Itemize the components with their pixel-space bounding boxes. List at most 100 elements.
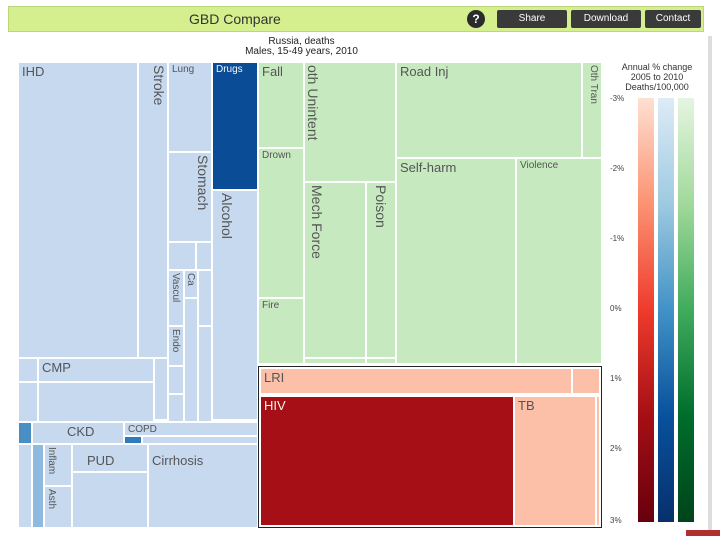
cell-label: Lung — [172, 64, 195, 75]
cell-vascular[interactable]: Vascul — [168, 270, 184, 326]
cell-label: LRI — [264, 370, 285, 385]
cell-copd[interactable]: COPD — [124, 422, 258, 436]
cell-label: Inflam — [46, 447, 57, 475]
legend-bar-green — [678, 98, 694, 522]
cell-poison[interactable]: Poison — [366, 182, 396, 358]
subtitle-demographic: Males, 15-49 years, 2010 — [245, 46, 358, 57]
slide-corner-decoration — [686, 530, 720, 536]
legend-title-line3: Deaths/100,000 — [625, 82, 689, 92]
cell-small[interactable] — [142, 436, 258, 444]
cell-label: Oth Tran — [588, 65, 599, 104]
cell-label: Asth — [46, 489, 57, 510]
cell-label: CMP — [42, 360, 71, 375]
cell-small[interactable] — [366, 358, 396, 364]
top-toolbar: GBD Compare ? Share Download Contact — [8, 6, 704, 32]
cell-drugs[interactable]: Drugs — [212, 62, 258, 190]
cell-label: Vascul — [170, 273, 181, 303]
cell-small[interactable] — [196, 242, 212, 270]
cell-small[interactable] — [168, 394, 184, 422]
cell-label: PUD — [87, 453, 115, 468]
cell-ckd[interactable]: CKD — [32, 422, 124, 444]
app-title: GBD Compare — [189, 11, 281, 27]
contact-button[interactable]: Contact — [645, 10, 701, 28]
cell-road-injury[interactable]: Road Inj — [396, 62, 582, 158]
cell-label: Stroke — [151, 65, 167, 106]
legend-title-line2: 2005 to 2010 — [630, 72, 684, 82]
cell-cirrhosis[interactable]: Cirrhosis — [148, 444, 258, 528]
cell-small[interactable] — [168, 366, 184, 394]
cell-inflammatory[interactable]: Inflam — [44, 444, 72, 486]
cell-small[interactable] — [304, 358, 366, 364]
cell-label: oth Unintent — [305, 65, 321, 141]
cell-small[interactable] — [596, 396, 600, 526]
cell-small[interactable] — [572, 368, 600, 394]
cell-small[interactable] — [124, 436, 142, 444]
cell-small[interactable] — [18, 358, 38, 382]
cell-small[interactable] — [38, 382, 154, 422]
cell-stomach[interactable]: Stomach — [168, 152, 212, 242]
cell-small[interactable] — [198, 270, 212, 326]
share-button[interactable]: Share — [497, 10, 567, 28]
cell-stroke[interactable]: Stroke — [138, 62, 168, 358]
cell-label: Road Inj — [400, 64, 449, 79]
legend-tick: 0% — [610, 304, 622, 313]
communicable-group — [258, 366, 602, 528]
cell-endocrine[interactable]: Endo — [168, 326, 184, 366]
cell-alcohol[interactable]: Alcohol — [212, 190, 258, 420]
cell-label: CKD — [67, 424, 95, 439]
cell-mech-force[interactable]: Mech Force — [304, 182, 366, 358]
cell-lri[interactable]: LRI — [260, 368, 572, 394]
cell-violence[interactable]: Violence — [516, 158, 602, 364]
legend-tick: 3% — [610, 516, 622, 525]
cell-ihd[interactable]: IHD — [18, 62, 138, 358]
help-button[interactable]: ? — [467, 10, 485, 28]
cell-asthma[interactable]: Asth — [44, 486, 72, 528]
legend-bar-red — [638, 98, 654, 522]
cell-small[interactable] — [32, 444, 44, 528]
cell-label: Cirrhosis — [152, 453, 204, 468]
cell-small[interactable] — [18, 444, 32, 528]
cell-hiv[interactable]: HIV — [260, 396, 514, 526]
cell-cmp[interactable]: CMP — [38, 358, 154, 382]
cell-label: TB — [518, 398, 535, 413]
cell-small[interactable] — [18, 422, 32, 444]
cell-small[interactable] — [198, 326, 212, 422]
subtitle-location: Russia, deaths — [268, 36, 335, 47]
cell-label: Fire — [262, 300, 280, 311]
cell-lung[interactable]: Lung — [168, 62, 212, 152]
treemap: IHD Stroke Lung Drugs Stomach Alcohol Va… — [18, 62, 604, 528]
cell-label: Self-harm — [400, 160, 457, 175]
cell-label: HIV — [264, 398, 286, 413]
legend-tick: 1% — [610, 374, 622, 383]
cell-label: Stomach — [195, 155, 211, 211]
cell-label: Ca — [185, 273, 196, 286]
cell-tb[interactable]: TB — [514, 396, 596, 526]
cell-label: Mech Force — [309, 185, 325, 259]
cell-fire[interactable]: Fire — [258, 298, 304, 364]
cell-small[interactable] — [18, 382, 38, 422]
download-button[interactable]: Download — [571, 10, 641, 28]
cell-fall[interactable]: Fall — [258, 62, 304, 148]
cell-small[interactable] — [154, 358, 168, 420]
legend-tick: 2% — [610, 444, 622, 453]
cell-label: Alcohol — [219, 193, 235, 239]
cell-label: Poison — [373, 185, 389, 228]
cell-oth-transport[interactable]: Oth Tran — [582, 62, 602, 158]
legend-tick: -3% — [610, 94, 625, 103]
cell-label: Drown — [262, 150, 291, 161]
cell-label: Violence — [520, 160, 559, 171]
cell-label: IHD — [22, 64, 45, 79]
cell-oth-unintent[interactable]: oth Unintent — [304, 62, 396, 182]
cell-small[interactable] — [184, 298, 198, 422]
cell-drown[interactable]: Drown — [258, 148, 304, 298]
legend: Annual % change 2005 to 2010 Deaths/100,… — [606, 62, 708, 526]
cell-small[interactable] — [72, 472, 148, 528]
cell-small[interactable] — [168, 242, 196, 270]
cell-self-harm[interactable]: Self-harm — [396, 158, 516, 364]
legend-tick: -2% — [610, 164, 625, 173]
legend-tick: -1% — [610, 234, 625, 243]
cell-pud[interactable]: PUD — [72, 444, 148, 472]
cell-cancer-other[interactable]: Ca — [184, 270, 198, 298]
slide-edge-decoration — [708, 36, 712, 530]
legend-title-line1: Annual % change — [621, 62, 693, 72]
